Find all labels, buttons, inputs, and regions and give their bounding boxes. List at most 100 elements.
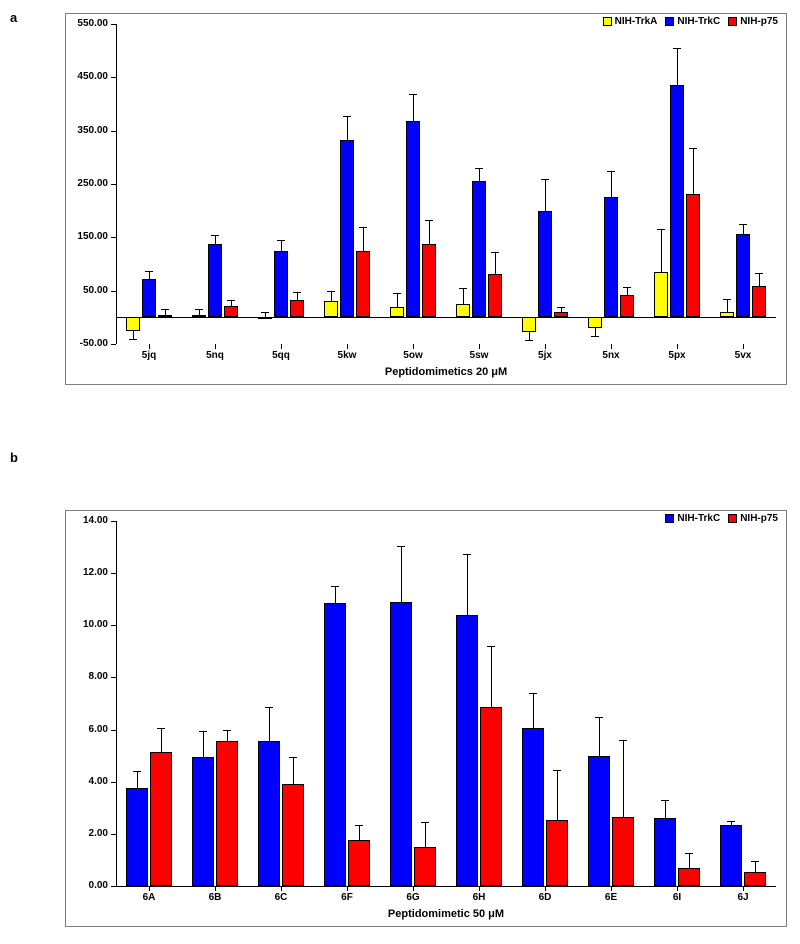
error-bar <box>463 288 464 304</box>
x-tick <box>281 886 282 891</box>
bar <box>414 847 436 886</box>
error-bar <box>397 293 398 306</box>
x-tick-label: 6E <box>605 892 617 903</box>
error-cap <box>619 740 627 741</box>
bar <box>456 615 478 886</box>
x-tick <box>743 886 744 891</box>
error-bar <box>491 646 492 707</box>
bar <box>324 301 338 317</box>
error-bar <box>227 730 228 742</box>
error-cap <box>327 291 335 292</box>
bar <box>274 251 288 318</box>
y-tick-label: 550.00 <box>66 18 108 29</box>
error-bar <box>425 822 426 847</box>
bar <box>290 300 304 317</box>
bar <box>588 317 602 328</box>
y-tick-label: -50.00 <box>66 338 108 349</box>
legend-item: NIH-p75 <box>728 513 778 524</box>
error-cap <box>133 771 141 772</box>
error-bar <box>359 825 360 841</box>
y-tick-label: 14.00 <box>66 515 108 526</box>
x-tick <box>611 886 612 891</box>
error-cap <box>393 293 401 294</box>
x-tick-label: 6D <box>539 892 552 903</box>
x-axis <box>116 317 776 318</box>
error-cap <box>199 731 207 732</box>
error-bar <box>755 861 756 871</box>
x-tick-label: 5qq <box>272 350 290 361</box>
error-bar <box>743 224 744 234</box>
error-cap <box>657 229 665 230</box>
error-bar <box>137 771 138 788</box>
legend-label: NIH-TrkC <box>677 513 720 524</box>
error-cap <box>293 292 301 293</box>
error-bar <box>557 770 558 820</box>
x-tick-label: 5kw <box>338 350 357 361</box>
error-bar <box>335 586 336 603</box>
error-bar <box>467 554 468 615</box>
x-tick <box>149 886 150 891</box>
x-tick-label: 6C <box>275 892 288 903</box>
error-bar <box>661 229 662 272</box>
legend-item: NIH-TrkA <box>603 16 658 27</box>
y-tick-label: 12.00 <box>66 567 108 578</box>
error-bar <box>545 179 546 211</box>
y-axis <box>116 521 117 886</box>
bar <box>604 197 618 317</box>
x-tick-label: 6B <box>209 892 222 903</box>
x-tick-label: 5ow <box>403 350 422 361</box>
error-bar <box>599 717 600 756</box>
bar <box>686 194 700 318</box>
bar <box>406 121 420 317</box>
error-cap <box>723 299 731 300</box>
error-bar <box>413 94 414 121</box>
error-cap <box>739 224 747 225</box>
bar <box>150 752 172 886</box>
error-cap <box>223 730 231 731</box>
error-cap <box>343 116 351 117</box>
error-cap <box>421 822 429 823</box>
x-tick <box>413 344 414 349</box>
error-cap <box>459 288 467 289</box>
error-cap <box>685 853 693 854</box>
error-bar <box>203 731 204 757</box>
x-tick <box>677 344 678 349</box>
bar <box>192 757 214 886</box>
panel-a-label: a <box>10 10 17 25</box>
error-cap <box>553 770 561 771</box>
legend-item: NIH-p75 <box>728 16 778 27</box>
error-bar <box>281 240 282 251</box>
bar <box>216 741 238 886</box>
error-cap <box>227 300 235 301</box>
error-cap <box>211 235 219 236</box>
error-bar <box>363 227 364 251</box>
y-tick-label: 4.00 <box>66 776 108 787</box>
bar <box>654 272 668 317</box>
y-tick <box>111 344 116 345</box>
error-cap <box>591 336 599 337</box>
bar <box>390 602 412 886</box>
bar <box>720 825 742 886</box>
x-tick <box>677 886 678 891</box>
error-cap <box>397 546 405 547</box>
error-bar <box>133 331 134 339</box>
bar <box>224 306 238 318</box>
y-axis <box>116 24 117 344</box>
legend-label: NIH-p75 <box>740 513 778 524</box>
x-tick-label: 5jx <box>538 350 552 361</box>
x-tick <box>347 886 348 891</box>
error-bar <box>269 707 270 741</box>
error-cap <box>541 179 549 180</box>
error-bar <box>293 757 294 784</box>
plot-area <box>116 24 776 344</box>
panel-b-label: b <box>10 450 18 465</box>
x-tick-label: 6J <box>737 892 748 903</box>
legend-swatch <box>728 514 737 523</box>
error-cap <box>689 148 697 149</box>
x-tick <box>479 886 480 891</box>
bar <box>522 317 536 332</box>
error-bar <box>627 287 628 295</box>
error-bar <box>529 332 530 340</box>
y-tick-label: 10.00 <box>66 619 108 630</box>
error-bar <box>479 168 480 181</box>
